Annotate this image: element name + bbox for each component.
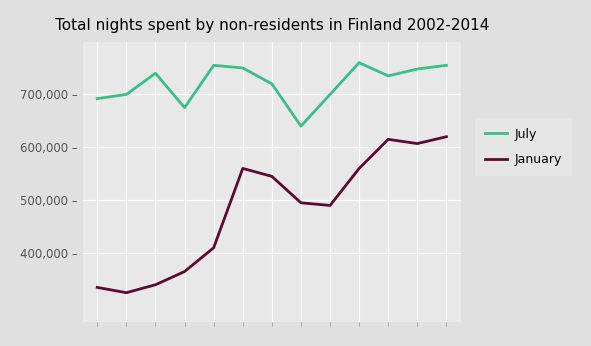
January xyxy=(443,135,450,139)
January xyxy=(210,246,217,250)
January xyxy=(414,142,421,146)
January xyxy=(356,166,363,171)
January xyxy=(385,137,392,142)
July xyxy=(326,92,333,97)
July xyxy=(152,71,159,75)
Line: January: January xyxy=(98,137,446,293)
July xyxy=(210,63,217,67)
July xyxy=(356,61,363,65)
Legend: July, January: July, January xyxy=(475,118,572,176)
July xyxy=(239,66,246,70)
July xyxy=(268,82,275,86)
January xyxy=(297,201,304,205)
January xyxy=(268,174,275,179)
January xyxy=(152,283,159,287)
January xyxy=(326,203,333,208)
July xyxy=(94,97,101,101)
January xyxy=(94,285,101,290)
Title: Total nights spent by non-residents in Finland 2002-2014: Total nights spent by non-residents in F… xyxy=(55,18,489,34)
July xyxy=(297,124,304,128)
July xyxy=(181,106,188,110)
January xyxy=(123,291,130,295)
July xyxy=(443,63,450,67)
July xyxy=(414,67,421,71)
July xyxy=(385,74,392,78)
January xyxy=(181,270,188,274)
July xyxy=(123,92,130,97)
Line: July: July xyxy=(98,63,446,126)
January xyxy=(239,166,246,171)
